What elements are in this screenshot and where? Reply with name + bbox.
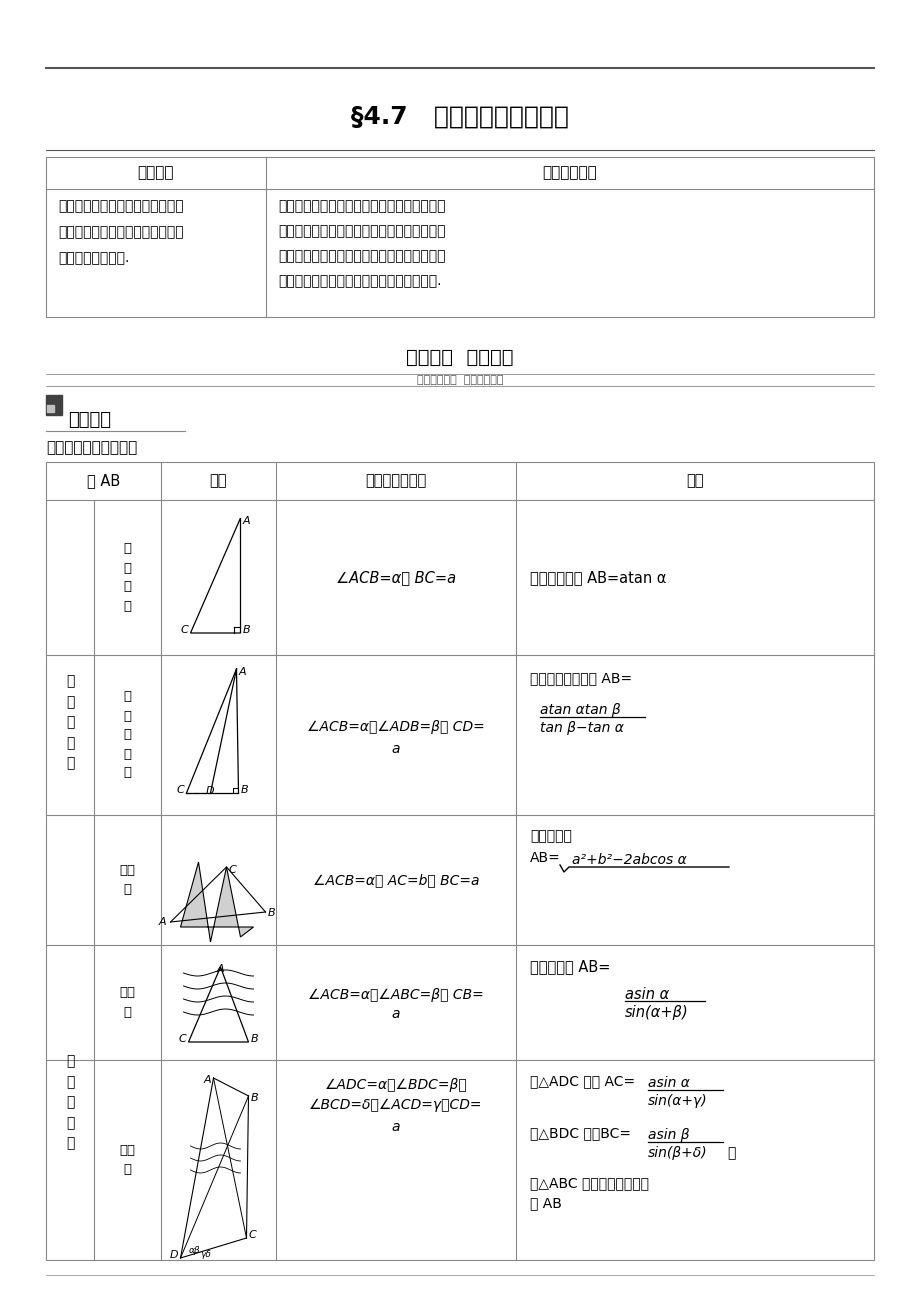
Text: a: a (391, 742, 400, 756)
Text: αβ: αβ (188, 1246, 200, 1255)
Text: 河两
岸: 河两 岸 (119, 987, 135, 1018)
Text: 考情考向分析: 考情考向分析 (542, 165, 596, 181)
Text: 在△BDC 中，BC=: 在△BDC 中，BC= (529, 1126, 630, 1141)
Text: γδ: γδ (200, 1250, 211, 1259)
Text: B: B (240, 785, 248, 796)
Text: 求
竖
直
高
度: 求 竖 直 高 度 (66, 674, 74, 771)
Polygon shape (180, 862, 254, 943)
Text: 河对
岸: 河对 岸 (119, 1144, 135, 1176)
Text: 在△ADC 中， AC=: 在△ADC 中， AC= (529, 1074, 634, 1088)
Text: 解法: 解法 (686, 474, 703, 488)
Bar (46, 462, 873, 1260)
Text: B: B (250, 1092, 258, 1103)
Text: B: B (243, 625, 250, 635)
Text: D: D (206, 786, 214, 796)
Text: 实际测量中的常见问题: 实际测量中的常见问题 (46, 440, 137, 454)
Text: asin β: asin β (647, 1128, 689, 1142)
Text: 用余弦定理: 用余弦定理 (529, 829, 572, 842)
Text: A: A (159, 917, 166, 927)
Text: C: C (180, 625, 188, 635)
Bar (47, 405, 54, 411)
Text: D: D (170, 1250, 178, 1260)
Text: 底
部
不
可
达: 底 部 不 可 达 (123, 690, 131, 780)
Text: 求 AB: 求 AB (529, 1197, 562, 1210)
Text: atan αtan β: atan αtan β (539, 703, 620, 717)
Text: ∠BCD=δ，∠ACD=γ，CD=: ∠BCD=δ，∠ACD=γ，CD= (309, 1098, 482, 1112)
Bar (46, 395, 62, 415)
Text: B: B (267, 907, 275, 918)
Text: §4.7   解三角形的综合应用: §4.7 解三角形的综合应用 (351, 105, 568, 129)
Text: sin(α+β): sin(α+β) (624, 1005, 688, 1019)
Text: 能够运用正弦定理、余弦定理等知
识和方法解决一些与测量和几何计
算有关的实际问题.: 能够运用正弦定理、余弦定理等知 识和方法解决一些与测量和几何计 算有关的实际问题… (58, 199, 184, 266)
Text: 求 AB: 求 AB (86, 474, 120, 488)
Text: AB=: AB= (529, 852, 561, 865)
Text: 回扣基础知识  训练基础题目: 回扣基础知识 训练基础题目 (416, 375, 503, 385)
Text: ；: ； (726, 1146, 734, 1160)
Text: B: B (250, 1034, 258, 1044)
Text: 在△ABC 中，应用余弦定理: 在△ABC 中，应用余弦定理 (529, 1176, 648, 1190)
Text: a: a (391, 1120, 400, 1134)
Text: 最新考纲: 最新考纲 (138, 165, 174, 181)
Text: C: C (176, 785, 185, 796)
Text: A: A (217, 963, 224, 974)
Text: 解两个直角三角形 AB=: 解两个直角三角形 AB= (529, 671, 631, 685)
Text: 以利用正弦定理、余弦定理测量距离、高度、
角度等实际问题为主，常与三角恒等变换、三
角函数的性质结合考查，加强数学知识的应用
性。题型主要为选择题和填空题，中档: 以利用正弦定理、余弦定理测量距离、高度、 角度等实际问题为主，常与三角恒等变换、… (278, 199, 445, 288)
Text: 底
部
可
达: 底 部 可 达 (123, 543, 131, 612)
Text: asin α: asin α (624, 987, 668, 1003)
Text: A: A (204, 1075, 211, 1085)
Text: ∠ADC=α，∠BDC=β，: ∠ADC=α，∠BDC=β， (324, 1078, 467, 1092)
Text: 解直角三角形 AB=atan α: 解直角三角形 AB=atan α (529, 570, 665, 585)
Text: tan β−tan α: tan β−tan α (539, 721, 623, 736)
Text: 图形: 图形 (210, 474, 227, 488)
Text: 用正弦定理 AB=: 用正弦定理 AB= (529, 960, 609, 974)
Text: ∠ACB=α，∠ABC=β， CB=: ∠ACB=α，∠ABC=β， CB= (308, 987, 483, 1001)
Text: ∠ACB=α，∠ADB=β， CD=: ∠ACB=α，∠ADB=β， CD= (307, 720, 484, 734)
Text: sin(β+δ): sin(β+δ) (647, 1146, 707, 1160)
Bar (46, 158, 873, 316)
Text: asin α: asin α (647, 1075, 689, 1090)
Text: C: C (178, 1034, 187, 1044)
Text: a: a (391, 1008, 400, 1022)
Text: ∠ACB=α， BC=a: ∠ACB=α， BC=a (335, 570, 456, 585)
Text: 基础知识  自主学习: 基础知识 自主学习 (406, 348, 513, 367)
Text: ∠ACB=α， AC=b， BC=a: ∠ACB=α， AC=b， BC=a (312, 874, 479, 887)
Text: 知识梅理: 知识梅理 (68, 411, 111, 428)
Text: a²+b²−2abcos α: a²+b²−2abcos α (572, 853, 686, 867)
Text: 求
水
平
距
离: 求 水 平 距 离 (66, 1055, 74, 1151)
Text: 山两
侧: 山两 侧 (119, 865, 135, 896)
Text: C: C (228, 865, 236, 875)
Text: C: C (248, 1230, 256, 1240)
Text: A: A (238, 667, 246, 677)
Text: sin(α+γ): sin(α+γ) (647, 1094, 707, 1108)
Text: 需要测量的元素: 需要测量的元素 (365, 474, 426, 488)
Text: A: A (243, 516, 250, 526)
